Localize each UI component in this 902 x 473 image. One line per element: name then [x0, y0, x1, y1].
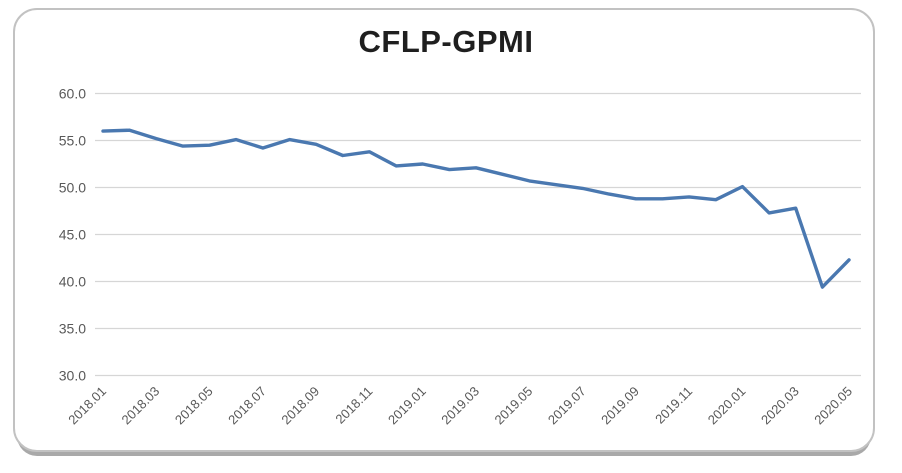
y-tick-label: 55.0 — [59, 133, 86, 149]
y-tick-label: 60.0 — [59, 86, 86, 102]
x-tick-label: 2020.01 — [705, 384, 749, 428]
x-tick-label: 2019.01 — [385, 384, 429, 428]
x-tick-label: 2018.09 — [278, 384, 322, 428]
series-line — [101, 128, 851, 289]
x-tick-label: 2018.07 — [225, 384, 269, 428]
x-axis-labels: 2018.01 2018.03 2018.05 2018.07 2018.09 2018.… — [65, 384, 855, 428]
chart-frame — [13, 8, 875, 452]
y-axis-labels: 60.0 55.0 50.0 45.0 40.0 35.0 30.0 — [59, 86, 86, 384]
y-tick-label: 45.0 — [59, 227, 86, 243]
y-tick-label: 30.0 — [59, 368, 86, 384]
x-tick-label: 2020.03 — [758, 384, 802, 428]
x-tick-label: 2019.07 — [545, 384, 589, 428]
x-tick-label: 2019.03 — [438, 384, 482, 428]
x-tick-label: 2019.05 — [492, 384, 536, 428]
y-tick-label: 50.0 — [59, 180, 86, 196]
chart-title: CFLP-GPMI — [358, 24, 534, 59]
x-tick-label: 2019.11 — [652, 384, 695, 427]
y-tick-label: 40.0 — [59, 274, 86, 290]
gridlines — [95, 92, 861, 377]
x-tick-label: 2018.11 — [332, 384, 375, 427]
y-tick-label: 35.0 — [59, 321, 86, 337]
x-tick-label: 2019.09 — [598, 384, 642, 428]
x-tick-label: 2018.01 — [65, 384, 109, 428]
x-tick-label: 2018.03 — [119, 384, 163, 428]
x-tick-label: 2018.05 — [172, 384, 216, 428]
x-tick-label: 2020.05 — [811, 384, 855, 428]
